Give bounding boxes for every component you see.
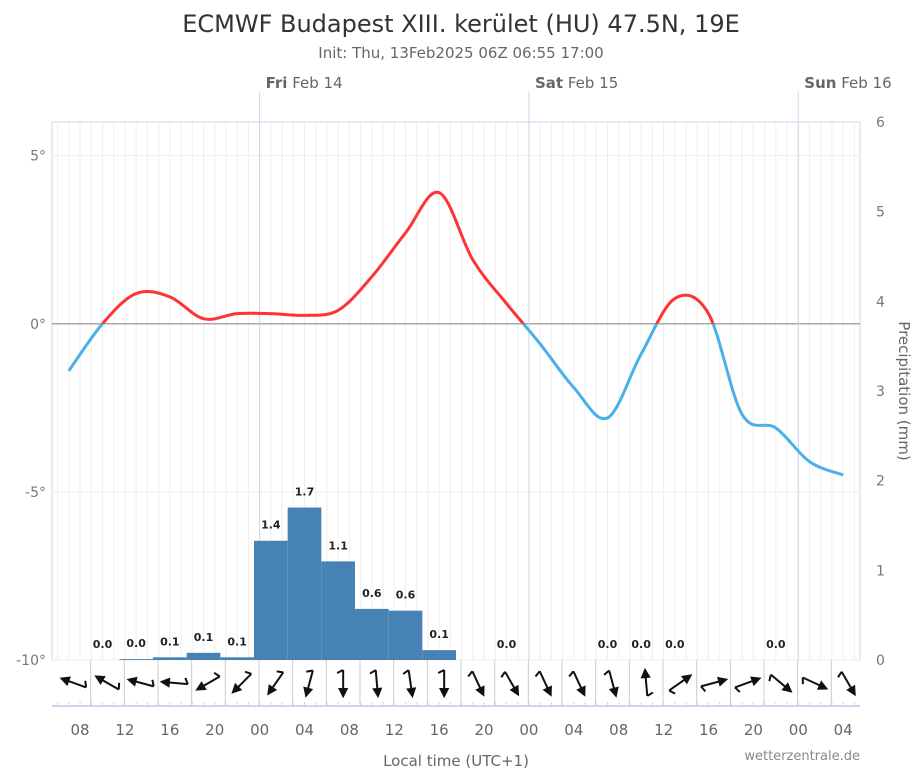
day-date: Feb 16 (841, 74, 891, 92)
wind-arrow-icon (369, 669, 383, 699)
wind-arrow-icon (568, 670, 586, 697)
wind-arrow-icon (94, 675, 121, 691)
temperature-line-below-zero (67, 323, 844, 477)
wind-arrow-icon (467, 670, 485, 697)
day-name: Fri (266, 74, 288, 92)
wind-arrow-icon (534, 670, 552, 697)
wind-arrow-icon (837, 671, 856, 697)
plot-border (51, 121, 861, 661)
precip-label: 0.0 (598, 638, 618, 651)
wind-arrow-icon (734, 676, 762, 693)
precip-label: 0.0 (497, 638, 517, 651)
day-name: Sat (535, 74, 563, 92)
wind-arrow-icon (603, 669, 619, 698)
x-tick: 20 (744, 721, 763, 739)
wind-arrow-icon (195, 671, 221, 691)
y-tick-right: 0 (876, 653, 885, 669)
y-tick-right: 2 (876, 474, 885, 490)
wind-arrow-icon (231, 670, 253, 694)
precip-bar (119, 659, 153, 660)
x-tick: 00 (519, 721, 538, 739)
precip-label: 0.0 (665, 638, 685, 651)
wind-arrow-icon (700, 676, 729, 693)
precip-label: 0.0 (766, 638, 786, 651)
x-tick: 00 (789, 721, 808, 739)
temperature-line-above-zero (100, 190, 715, 324)
precip-bar (186, 652, 221, 660)
wind-arrow-icon (768, 673, 793, 693)
y-tick-right: 3 (876, 384, 885, 400)
precip-bar (153, 657, 187, 660)
precip-label: 0.1 (194, 631, 214, 644)
x-tick: 16 (699, 721, 718, 739)
x-tick: 08 (340, 721, 359, 739)
precip-label: 0.6 (362, 587, 382, 600)
x-tick: 08 (609, 721, 628, 739)
x-tick: 04 (834, 721, 853, 739)
x-tick: 04 (295, 721, 314, 739)
wind-arrow-icon (640, 667, 654, 697)
precip-label: 0.0 (631, 638, 651, 651)
chart-subtitle: Init: Thu, 13Feb2025 06Z 06:55 17:00 (318, 44, 603, 62)
chart-title: ECMWF Budapest XIII. kerület (HU) 47.5N,… (182, 10, 740, 38)
y-tick-left: 5° (30, 149, 46, 165)
y-axis-right-label: Precipitation (mm) (895, 321, 913, 460)
wind-arrow-icon (126, 676, 155, 688)
precip-label: 1.7 (295, 486, 315, 499)
x-tick: 12 (385, 721, 404, 739)
precip-bar (321, 561, 355, 660)
x-tick: 04 (564, 721, 583, 739)
precip-bar (254, 540, 288, 660)
wind-arrow-icon (267, 670, 285, 696)
day-label: Sat Feb 15 (535, 74, 618, 92)
precip-label: 0.1 (429, 628, 449, 641)
wind-arrow-icon (336, 669, 349, 699)
y-tick-left: -10° (16, 653, 46, 669)
day-label: Sun Feb 16 (804, 74, 891, 92)
y-tick-left: 0° (30, 317, 46, 333)
x-tick: 00 (250, 721, 269, 739)
wind-arrow-icon (402, 669, 417, 699)
wind-arrow-icon (437, 669, 450, 699)
x-axis-label: Local time (UTC+1) (383, 752, 529, 768)
day-date: Feb 14 (292, 74, 342, 92)
y-tick-left: -5° (25, 485, 46, 501)
day-date: Feb 15 (568, 74, 618, 92)
precip-bar (220, 657, 254, 660)
x-tick: 20 (475, 721, 494, 739)
y-tick-right: 4 (876, 294, 885, 310)
day-name: Sun (804, 74, 836, 92)
precip-label: 0.6 (396, 589, 416, 602)
y-tick-right: 5 (876, 205, 885, 221)
precip-label: 0.1 (160, 635, 180, 648)
precip-label: 0.1 (227, 635, 247, 648)
wind-arrow-icon (500, 671, 520, 697)
precip-bar (287, 507, 322, 660)
x-tick: 12 (115, 721, 134, 739)
precip-label: 0.0 (126, 637, 146, 650)
precip-bar (355, 608, 389, 660)
x-tick: 12 (654, 721, 673, 739)
precip-label: 1.1 (328, 539, 348, 552)
wind-arrow-icon (801, 676, 829, 690)
x-tick: 20 (205, 721, 224, 739)
precip-bar (388, 610, 423, 660)
day-label: Fri Feb 14 (266, 74, 343, 92)
y-tick-right: 1 (876, 563, 885, 579)
precip-bar (422, 650, 456, 660)
x-tick: 08 (71, 721, 90, 739)
wind-arrow-icon (668, 674, 693, 695)
wind-arrow-icon (59, 676, 88, 689)
wind-arrow-icon (303, 669, 314, 698)
x-tick: 16 (430, 721, 449, 739)
precip-label: 0.0 (93, 638, 113, 651)
y-tick-right: 6 (876, 115, 885, 131)
x-tick: 16 (160, 721, 179, 739)
precip-label: 1.4 (261, 519, 281, 532)
credit[interactable]: wetterzentrale.de (744, 749, 860, 764)
wind-arrow-icon (159, 677, 189, 688)
